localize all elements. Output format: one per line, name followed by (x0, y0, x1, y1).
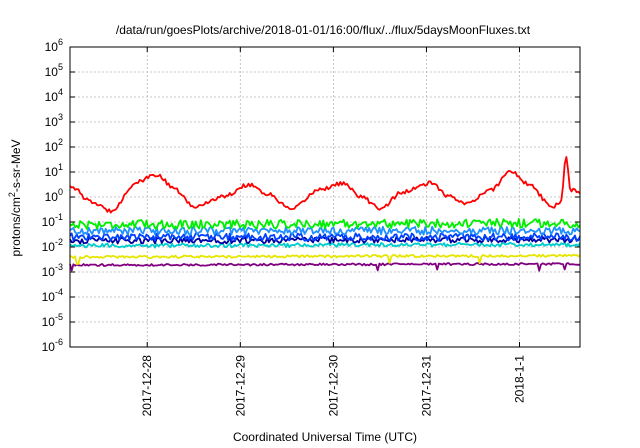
y-tick-label: 10-3 (42, 262, 63, 279)
y-axis-ticks: 106 105 104 103 102 101 100 10-1 10-2 10-3 10-4 10-… (42, 37, 580, 354)
y-tick-label: 100 (45, 187, 63, 204)
y-tick-label: 10-4 (42, 287, 63, 304)
x-tick-label: 2017-12-28 (140, 355, 154, 417)
y-tick-label: 10-5 (42, 312, 63, 329)
series-line-7 (69, 262, 581, 272)
y-tick-label: 10-1 (42, 212, 63, 229)
series-line-3 (69, 232, 581, 242)
y-tick-label: 106 (45, 37, 63, 54)
grid-lines (70, 47, 580, 347)
y-axis-label: protons/cm2-s-sr-MeV (7, 139, 23, 256)
series-line-0 (69, 156, 581, 214)
series-line-5 (69, 241, 581, 249)
y-tick-label: 10-2 (42, 237, 63, 254)
y-axis-label-sup: 2 (7, 192, 17, 197)
y-tick-label: 101 (45, 162, 63, 179)
x-axis-label: Coordinated Universal Time (UTC) (233, 430, 417, 444)
series-line-6 (69, 253, 581, 266)
y-axis-label-rest: -s-sr-MeV (9, 139, 23, 192)
y-tick-label: 10-6 (42, 337, 63, 354)
x-tick-label: 2018-1-1 (513, 355, 527, 403)
y-tick-label: 104 (45, 87, 63, 104)
x-tick-label: 2017-12-31 (419, 355, 433, 417)
chart-title: /data/run/goesPlots/archive/2018-01-01/1… (116, 23, 531, 37)
x-tick-label: 2017-12-29 (233, 355, 247, 417)
series-layer (69, 156, 581, 272)
x-tick-label: 2017-12-30 (326, 355, 340, 417)
y-tick-label: 105 (45, 62, 63, 79)
series-line-1 (69, 217, 581, 230)
y-axis-label-base: protons/cm (9, 197, 23, 256)
y-tick-label: 102 (45, 137, 63, 154)
x-axis-ticks: 2017-12-28 2017-12-29 2017-12-30 2017-12-31… (140, 47, 527, 417)
y-tick-label: 103 (45, 112, 63, 129)
